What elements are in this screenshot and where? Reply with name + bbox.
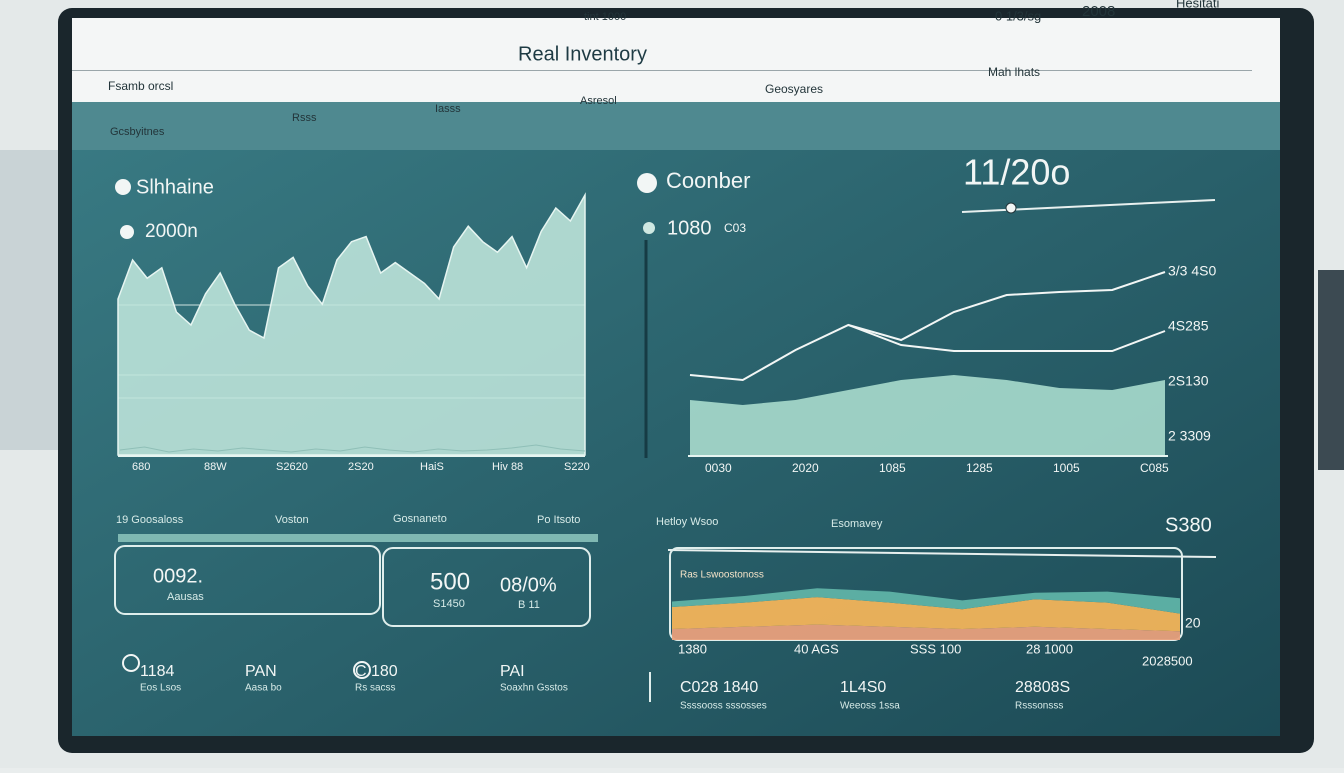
nav-item[interactable]: Geosyares bbox=[765, 82, 823, 96]
x-tick-label: 1380 bbox=[678, 641, 707, 656]
footer-label: Ssssooss sssosses bbox=[680, 701, 767, 712]
chart-subtitle: 1080 bbox=[667, 217, 712, 239]
chart-title: Slhhaine bbox=[136, 176, 214, 198]
x-tick-label: S220 bbox=[564, 461, 590, 473]
noise-line bbox=[119, 444, 586, 453]
box-value: 08/0% bbox=[500, 574, 557, 596]
header-divider bbox=[72, 70, 1252, 71]
x-tick-label: C085 bbox=[1140, 461, 1169, 475]
footer-label: Rsssonsss bbox=[1015, 701, 1063, 712]
box-value: 500 bbox=[430, 568, 470, 595]
slider-knob[interactable] bbox=[1005, 202, 1017, 214]
x-tick-label: S2620 bbox=[276, 461, 308, 473]
nav-item[interactable]: Iasss bbox=[435, 103, 461, 115]
stack-area bbox=[672, 597, 1180, 632]
stack-legend: Ras Lswoostonoss bbox=[680, 570, 764, 581]
stack-area bbox=[672, 624, 1180, 640]
header bbox=[72, 18, 1280, 102]
x-tick-label: 2020 bbox=[792, 461, 819, 475]
summary-header: 19 Goosaloss bbox=[116, 514, 184, 526]
top-text: Hesitati bbox=[1176, 0, 1219, 10]
x-tick-label: HaiS bbox=[420, 461, 444, 473]
top-text: 2008 bbox=[1082, 3, 1115, 20]
y-tick-label: 20 bbox=[1185, 615, 1201, 631]
x-tick-label: 88W bbox=[204, 461, 227, 473]
chart-title: Coonber bbox=[666, 168, 750, 193]
header-title: Real Inventory bbox=[518, 43, 647, 65]
divider bbox=[667, 549, 1217, 558]
box-label: S1450 bbox=[433, 598, 465, 610]
top-text: tint 1000 bbox=[584, 11, 626, 23]
footer-value: PAI bbox=[500, 663, 525, 680]
box-label: B 11 bbox=[518, 599, 540, 611]
summary-header: Voston bbox=[275, 514, 309, 526]
y-tick-label: 3/3 4S0 bbox=[1168, 263, 1216, 279]
header-text: Mah lhats bbox=[988, 65, 1040, 79]
footer-label: Weeoss 1ssa bbox=[840, 701, 900, 712]
chart-subtitle: 2000n bbox=[145, 221, 198, 242]
top-text: 0 1/3/sg bbox=[995, 8, 1041, 23]
footer-value: 28808S bbox=[1015, 679, 1070, 696]
stack-area bbox=[672, 588, 1180, 614]
footer-label: Soaxhn Gsstos bbox=[500, 683, 568, 694]
x-tick-label: 1085 bbox=[879, 461, 906, 475]
icon bbox=[120, 225, 134, 239]
x-tick-label: 2S20 bbox=[348, 461, 374, 473]
footer-value: 1L4S0 bbox=[840, 679, 886, 696]
footer-value: C028 1840 bbox=[680, 679, 758, 696]
nav-item[interactable]: Gcsbyitnes bbox=[110, 126, 165, 138]
summary-box bbox=[382, 547, 591, 627]
line bbox=[689, 271, 1166, 382]
headline: 11/20o bbox=[963, 152, 1070, 193]
summary-box bbox=[114, 545, 381, 615]
x-tick-label: Hiv 88 bbox=[492, 461, 523, 473]
x-tick-label: 28 1000 bbox=[1026, 641, 1073, 656]
line bbox=[847, 324, 1166, 352]
nav-bar bbox=[72, 102, 1280, 150]
stack-header: Hetloy Wsoo bbox=[656, 516, 718, 528]
box-label: Aausas bbox=[167, 591, 204, 603]
footer-label: Eos Lsos bbox=[140, 683, 181, 694]
chart-subtitle-unit: C03 bbox=[724, 221, 746, 235]
summary-header: Gosnaneto bbox=[393, 513, 447, 525]
y-tick-label: 4S285 bbox=[1168, 318, 1209, 334]
area bbox=[690, 375, 1165, 455]
side-object bbox=[1318, 270, 1344, 470]
icon bbox=[637, 173, 657, 193]
icon bbox=[643, 222, 655, 234]
x-tick-label: 680 bbox=[132, 461, 150, 473]
icon bbox=[122, 654, 140, 672]
header-text: Fsamb orcsl bbox=[108, 79, 173, 93]
footer-label: Rs sacss bbox=[355, 683, 396, 694]
icon bbox=[115, 179, 131, 195]
footer-value: PAN bbox=[245, 663, 277, 680]
box-value: 0092. bbox=[153, 565, 203, 587]
x-tick-label: 1285 bbox=[966, 461, 993, 475]
x-tick-label: 0030 bbox=[705, 461, 732, 475]
summary-header: Po Itsoto bbox=[537, 514, 580, 526]
footer-value: 1184 bbox=[140, 663, 175, 680]
area bbox=[117, 192, 586, 456]
stack-header: Esomavey bbox=[831, 518, 883, 530]
y-tick-label: 2S130 bbox=[1168, 373, 1209, 389]
stack-headline: S380 bbox=[1165, 514, 1212, 536]
x-tick-label: 1005 bbox=[1053, 461, 1080, 475]
nav-item[interactable]: Asresol bbox=[580, 95, 617, 107]
window-blur bbox=[0, 150, 60, 450]
x-tick-label: 2028500 bbox=[1142, 653, 1193, 668]
nav-item[interactable]: Rsss bbox=[292, 112, 317, 124]
slider[interactable] bbox=[961, 199, 1216, 213]
x-tick-label: SSS 100 bbox=[910, 641, 961, 656]
x-tick-label: 40 AGS bbox=[794, 641, 839, 656]
footer-label: Aasa bo bbox=[245, 683, 282, 694]
y-tick-label: 2 3309 bbox=[1168, 428, 1211, 444]
icon bbox=[353, 661, 371, 679]
